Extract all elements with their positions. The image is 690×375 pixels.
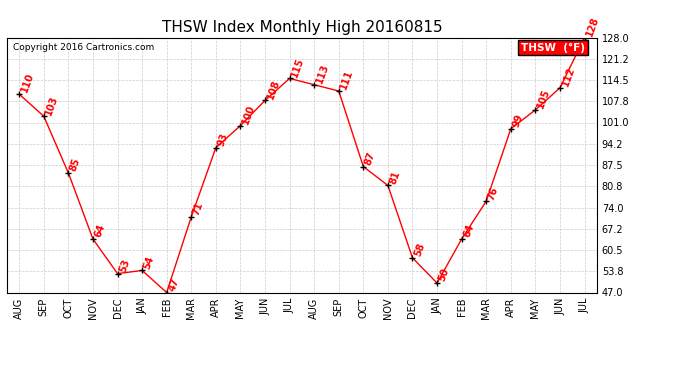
Text: 110: 110 <box>19 72 35 94</box>
Title: THSW Index Monthly High 20160815: THSW Index Monthly High 20160815 <box>161 20 442 35</box>
Text: 103: 103 <box>43 94 60 116</box>
Text: 85: 85 <box>68 157 82 173</box>
Text: 112: 112 <box>560 65 576 88</box>
Text: 50: 50 <box>437 267 451 283</box>
Text: 128: 128 <box>584 15 601 38</box>
Text: 113: 113 <box>314 62 331 85</box>
Text: Copyright 2016 Cartronics.com: Copyright 2016 Cartronics.com <box>13 43 154 52</box>
Text: 76: 76 <box>486 185 500 201</box>
Text: THSW  (°F): THSW (°F) <box>521 43 585 52</box>
Text: 53: 53 <box>117 258 132 274</box>
Text: 115: 115 <box>290 56 306 78</box>
Text: 100: 100 <box>240 103 257 126</box>
Text: 99: 99 <box>511 113 525 129</box>
Text: 58: 58 <box>413 242 426 258</box>
Text: 47: 47 <box>167 276 181 292</box>
Text: 71: 71 <box>191 201 205 217</box>
Text: 87: 87 <box>364 150 377 166</box>
Text: 54: 54 <box>142 254 156 270</box>
Text: 108: 108 <box>265 78 282 101</box>
Text: 64: 64 <box>93 223 107 239</box>
Text: 111: 111 <box>339 69 355 91</box>
Text: 105: 105 <box>535 87 552 110</box>
Text: 64: 64 <box>462 223 475 239</box>
Text: 93: 93 <box>216 132 230 148</box>
Text: 81: 81 <box>388 169 402 186</box>
